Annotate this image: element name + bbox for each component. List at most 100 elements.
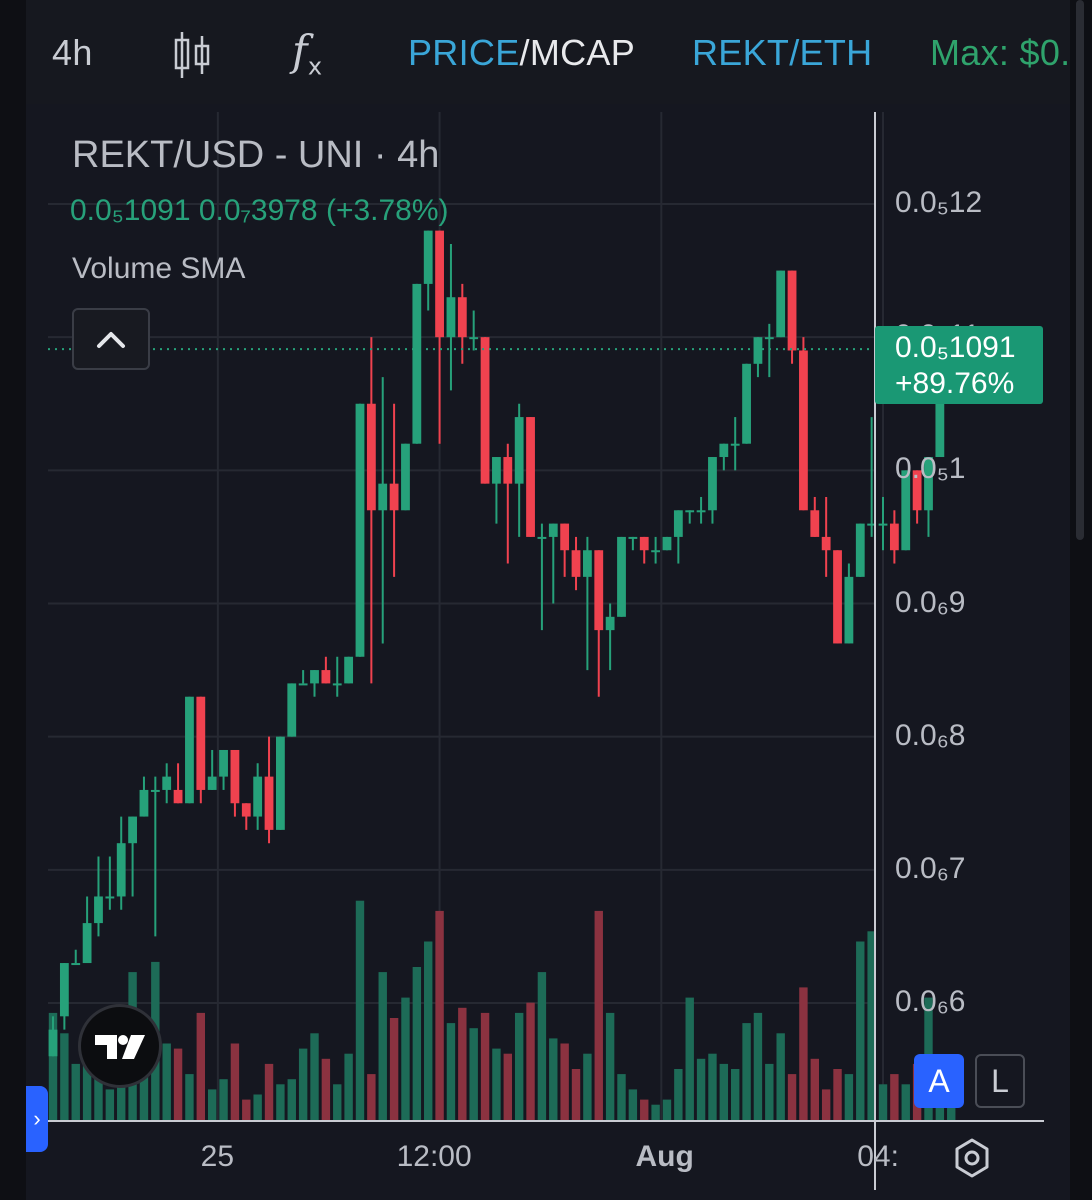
candle-body (514, 417, 524, 484)
candle (162, 763, 172, 804)
right-frame (1070, 0, 1092, 1200)
candle (685, 510, 695, 524)
volume-bar (173, 1048, 183, 1120)
candle (719, 443, 729, 471)
candle-body (310, 670, 319, 684)
candle-body (537, 536, 547, 539)
candle (526, 417, 535, 537)
candle-body (764, 337, 774, 340)
candle-body (571, 550, 581, 577)
pair-toggle[interactable]: REKT/ETH (692, 32, 873, 73)
toggle-separator: / (519, 32, 530, 73)
candle (708, 457, 717, 524)
tradingview-logo[interactable] (78, 1004, 162, 1088)
indicators-subscript: x (307, 52, 323, 81)
candles (48, 230, 956, 1057)
candle (776, 270, 786, 338)
interval-button[interactable]: 4h (52, 32, 93, 73)
volume-bars (48, 900, 956, 1120)
candle (435, 230, 444, 444)
candle (537, 523, 547, 631)
candle (548, 523, 558, 604)
candle (901, 470, 911, 551)
price-mcap-toggle[interactable]: PRICE/MCAP (408, 32, 635, 74)
candle-body (401, 443, 410, 511)
candle-body (105, 896, 115, 899)
candlestick-icon[interactable] (172, 30, 212, 80)
volume-bar (71, 1063, 80, 1120)
candle (730, 417, 740, 471)
volume-bar (753, 1012, 763, 1120)
candle (230, 749, 240, 817)
volume-bar (469, 1028, 478, 1120)
price-tick-label: 0.0₅12 (895, 186, 983, 219)
chart-legend-values: 0.0₅1091 0.0₇3978 (+3.78%) (70, 194, 449, 227)
candle (628, 536, 638, 551)
candle (639, 536, 649, 564)
volume-bar (458, 1007, 467, 1120)
volume-bar (117, 1069, 126, 1120)
price-tick-label: 0.0₆7 (895, 851, 966, 885)
time-tick-label: 12:00 (396, 1140, 472, 1173)
volume-bar (594, 910, 603, 1120)
candle-body (480, 337, 490, 484)
volume-bar (60, 1033, 69, 1120)
candle-body (753, 337, 763, 364)
candle-body (935, 390, 945, 458)
candle-body (116, 843, 126, 897)
volume-bar (287, 1079, 296, 1120)
candle-body (889, 523, 899, 551)
candle-body (821, 536, 831, 551)
volume-bar (628, 1089, 638, 1120)
candle (582, 536, 592, 671)
volume-bar (48, 1012, 58, 1120)
candle-body (651, 550, 661, 553)
candle-body (332, 683, 342, 686)
candle (105, 856, 115, 910)
candle-body (71, 963, 81, 966)
candle (492, 457, 501, 524)
indicators-icon[interactable]: fx (292, 26, 322, 80)
volume-bar (685, 997, 694, 1120)
scrollbar[interactable] (1076, 0, 1084, 540)
volume-bar (207, 1089, 217, 1120)
candle-body (617, 536, 626, 617)
candle (82, 896, 92, 964)
candle-body (673, 510, 683, 537)
candle-body (196, 696, 206, 790)
candle-body (719, 443, 729, 458)
volume-bar (435, 910, 444, 1120)
price-option[interactable]: PRICE (408, 32, 520, 73)
volume-bar (446, 1023, 456, 1120)
volume-bar (810, 1058, 819, 1120)
candle-body (696, 510, 706, 513)
candle-body (810, 510, 820, 537)
candle (651, 536, 661, 564)
tradingview-logo-icon (95, 1035, 145, 1059)
volume-bar (844, 1074, 854, 1120)
candle (71, 949, 81, 966)
settings-icon[interactable] (950, 1136, 994, 1180)
volume-bar (424, 941, 433, 1120)
volume-bar (901, 1084, 910, 1120)
log-scale-button[interactable]: L (975, 1054, 1025, 1108)
candle (344, 656, 354, 684)
candle-body (878, 523, 888, 526)
candle (355, 403, 365, 657)
volume-bar (344, 1053, 353, 1120)
volume-bar (389, 1018, 399, 1120)
collapse-legend-button[interactable] (72, 308, 150, 370)
candle-body (582, 550, 592, 577)
candle-body (162, 776, 172, 790)
price-tick-label: 0.0₆8 (895, 718, 966, 752)
candle (287, 683, 297, 737)
expand-sidebar-handle[interactable]: › (26, 1086, 48, 1152)
auto-scale-button[interactable]: A (914, 1054, 964, 1108)
candle-body (708, 457, 717, 511)
mcap-option[interactable]: MCAP (529, 32, 636, 73)
candle-body (662, 536, 672, 551)
chart-legend-title[interactable]: REKT/USD - UNI · 4h (72, 134, 440, 176)
candle (116, 816, 126, 910)
volume-indicator-label[interactable]: Volume SMA (72, 252, 246, 285)
